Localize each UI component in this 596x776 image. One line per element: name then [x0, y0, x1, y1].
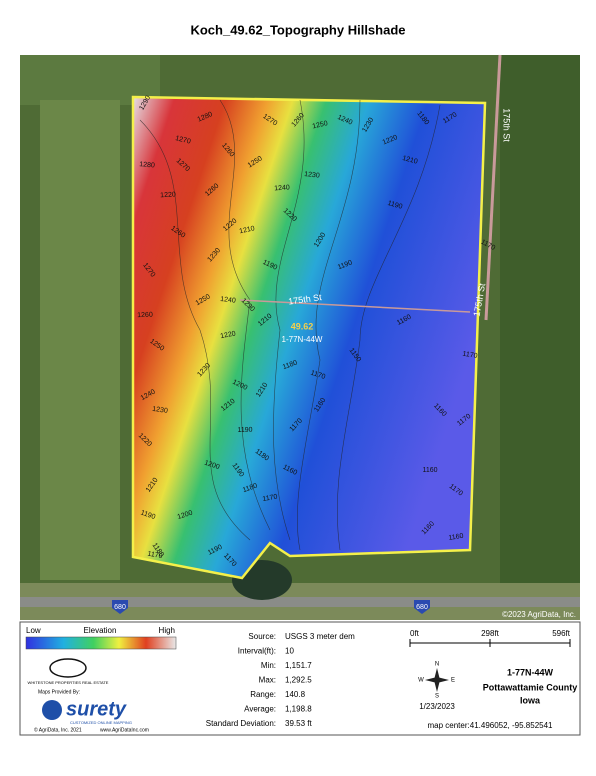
shield-label: 680: [416, 604, 428, 611]
contour-label: 1260: [137, 312, 153, 320]
compass-w: W: [418, 678, 424, 684]
contour-label: 1170: [462, 351, 478, 360]
contour-label: 1240: [220, 296, 236, 305]
contour-label: 1180: [282, 359, 299, 371]
contour-label: 1170: [310, 370, 327, 381]
contour-label: 1170: [147, 551, 163, 561]
contour-label: 1210: [401, 155, 418, 166]
contour-label: 1160: [422, 467, 437, 474]
road: [239, 299, 471, 313]
section-label: 1-77N-44W: [282, 335, 323, 344]
contour-label: 1230: [152, 406, 169, 415]
location: Iowa: [520, 695, 541, 705]
stat-label: Source:: [248, 632, 276, 641]
contour-label: 1270: [175, 135, 192, 146]
location: 1-77N-44W: [507, 667, 554, 677]
scale-bar: [409, 639, 571, 647]
contour-label: 1180: [242, 483, 259, 495]
copyright: ©2023 AgriData, Inc.: [502, 610, 576, 619]
contour-label: 1250: [312, 120, 329, 130]
stat-value: 39.53 ft: [285, 719, 312, 728]
contour-label: 1190: [337, 259, 354, 271]
stat-label: Max:: [259, 676, 276, 685]
shield: [414, 600, 430, 614]
shield-label: 680: [114, 604, 126, 611]
shield: [112, 600, 128, 614]
contour-label: 1280: [139, 161, 155, 169]
scale-label: 0ft: [410, 629, 420, 638]
stat-label: Interval(ft):: [238, 647, 276, 656]
contour-label: 1200: [203, 460, 220, 472]
field-label: 49.62: [291, 321, 314, 331]
brand-logo: [42, 700, 62, 720]
compass-n: N: [435, 662, 439, 668]
website: www.AgriDataInc.com: [100, 727, 149, 733]
scale-label: 298ft: [481, 629, 500, 638]
stat-label: Range:: [250, 690, 276, 699]
road-label: 175th St: [502, 108, 512, 142]
legend-low: Low: [26, 626, 41, 635]
legend-title: Elevation: [84, 626, 117, 635]
brand: surety: [66, 698, 127, 720]
contours: [139, 99, 441, 551]
contour-label: 1230: [304, 171, 320, 180]
stat-value: USGS 3 meter dem: [285, 632, 355, 641]
contour-label: 1220: [220, 330, 237, 340]
provided-by: Maps Provided By:: [38, 689, 80, 695]
contour-label: 1170: [262, 494, 278, 504]
compass-s: S: [435, 694, 439, 700]
contour-label: 1240: [274, 184, 290, 192]
contour-label: 1190: [140, 510, 157, 522]
location: Pottawattamie County: [483, 682, 578, 692]
stat-value: 10: [285, 647, 294, 656]
legend-high: High: [159, 626, 175, 635]
tagline: CUSTOMIZED ONLINE MAPPING: [70, 720, 132, 725]
compass: [425, 668, 449, 692]
contour-label: 1190: [387, 200, 404, 211]
compass-e: E: [451, 678, 455, 684]
date: 1/23/2023: [419, 702, 455, 711]
stats: Source: USGS 3 meter dem Interval(ft): 10 Mi…: [206, 632, 355, 728]
stat-value: 1,151.7: [285, 661, 312, 670]
title: Koch_49.62_Topography Hillshade: [190, 22, 405, 37]
scale-label: 596ft: [552, 629, 571, 638]
contour-label: 1200: [177, 510, 194, 522]
contour-label: 1160: [448, 533, 464, 542]
stat-value: 1,292.5: [285, 676, 312, 685]
stat-label: Standard Deviation:: [206, 719, 276, 728]
stat-value: 1,198.8: [285, 705, 312, 714]
stat-label: Min:: [261, 661, 276, 670]
legend-bar: [25, 636, 177, 650]
map-center: map center:41.496052, -95.852541: [428, 721, 554, 730]
contour-label: 1220: [160, 191, 176, 199]
brand-copyright: © AgriData, Inc. 2021: [34, 726, 82, 733]
road-label: 175th St: [288, 292, 323, 307]
stat-label: Average:: [244, 705, 276, 714]
stat-value: 140.8: [285, 690, 306, 699]
field-boundary: [131, 95, 487, 580]
contour-label: 1210: [239, 225, 256, 235]
realtor-logo: [49, 658, 87, 678]
realtor-name: WHITESTONE PROPERTIES REAL ESTATE: [28, 680, 109, 685]
contour-label: 1190: [237, 427, 252, 434]
